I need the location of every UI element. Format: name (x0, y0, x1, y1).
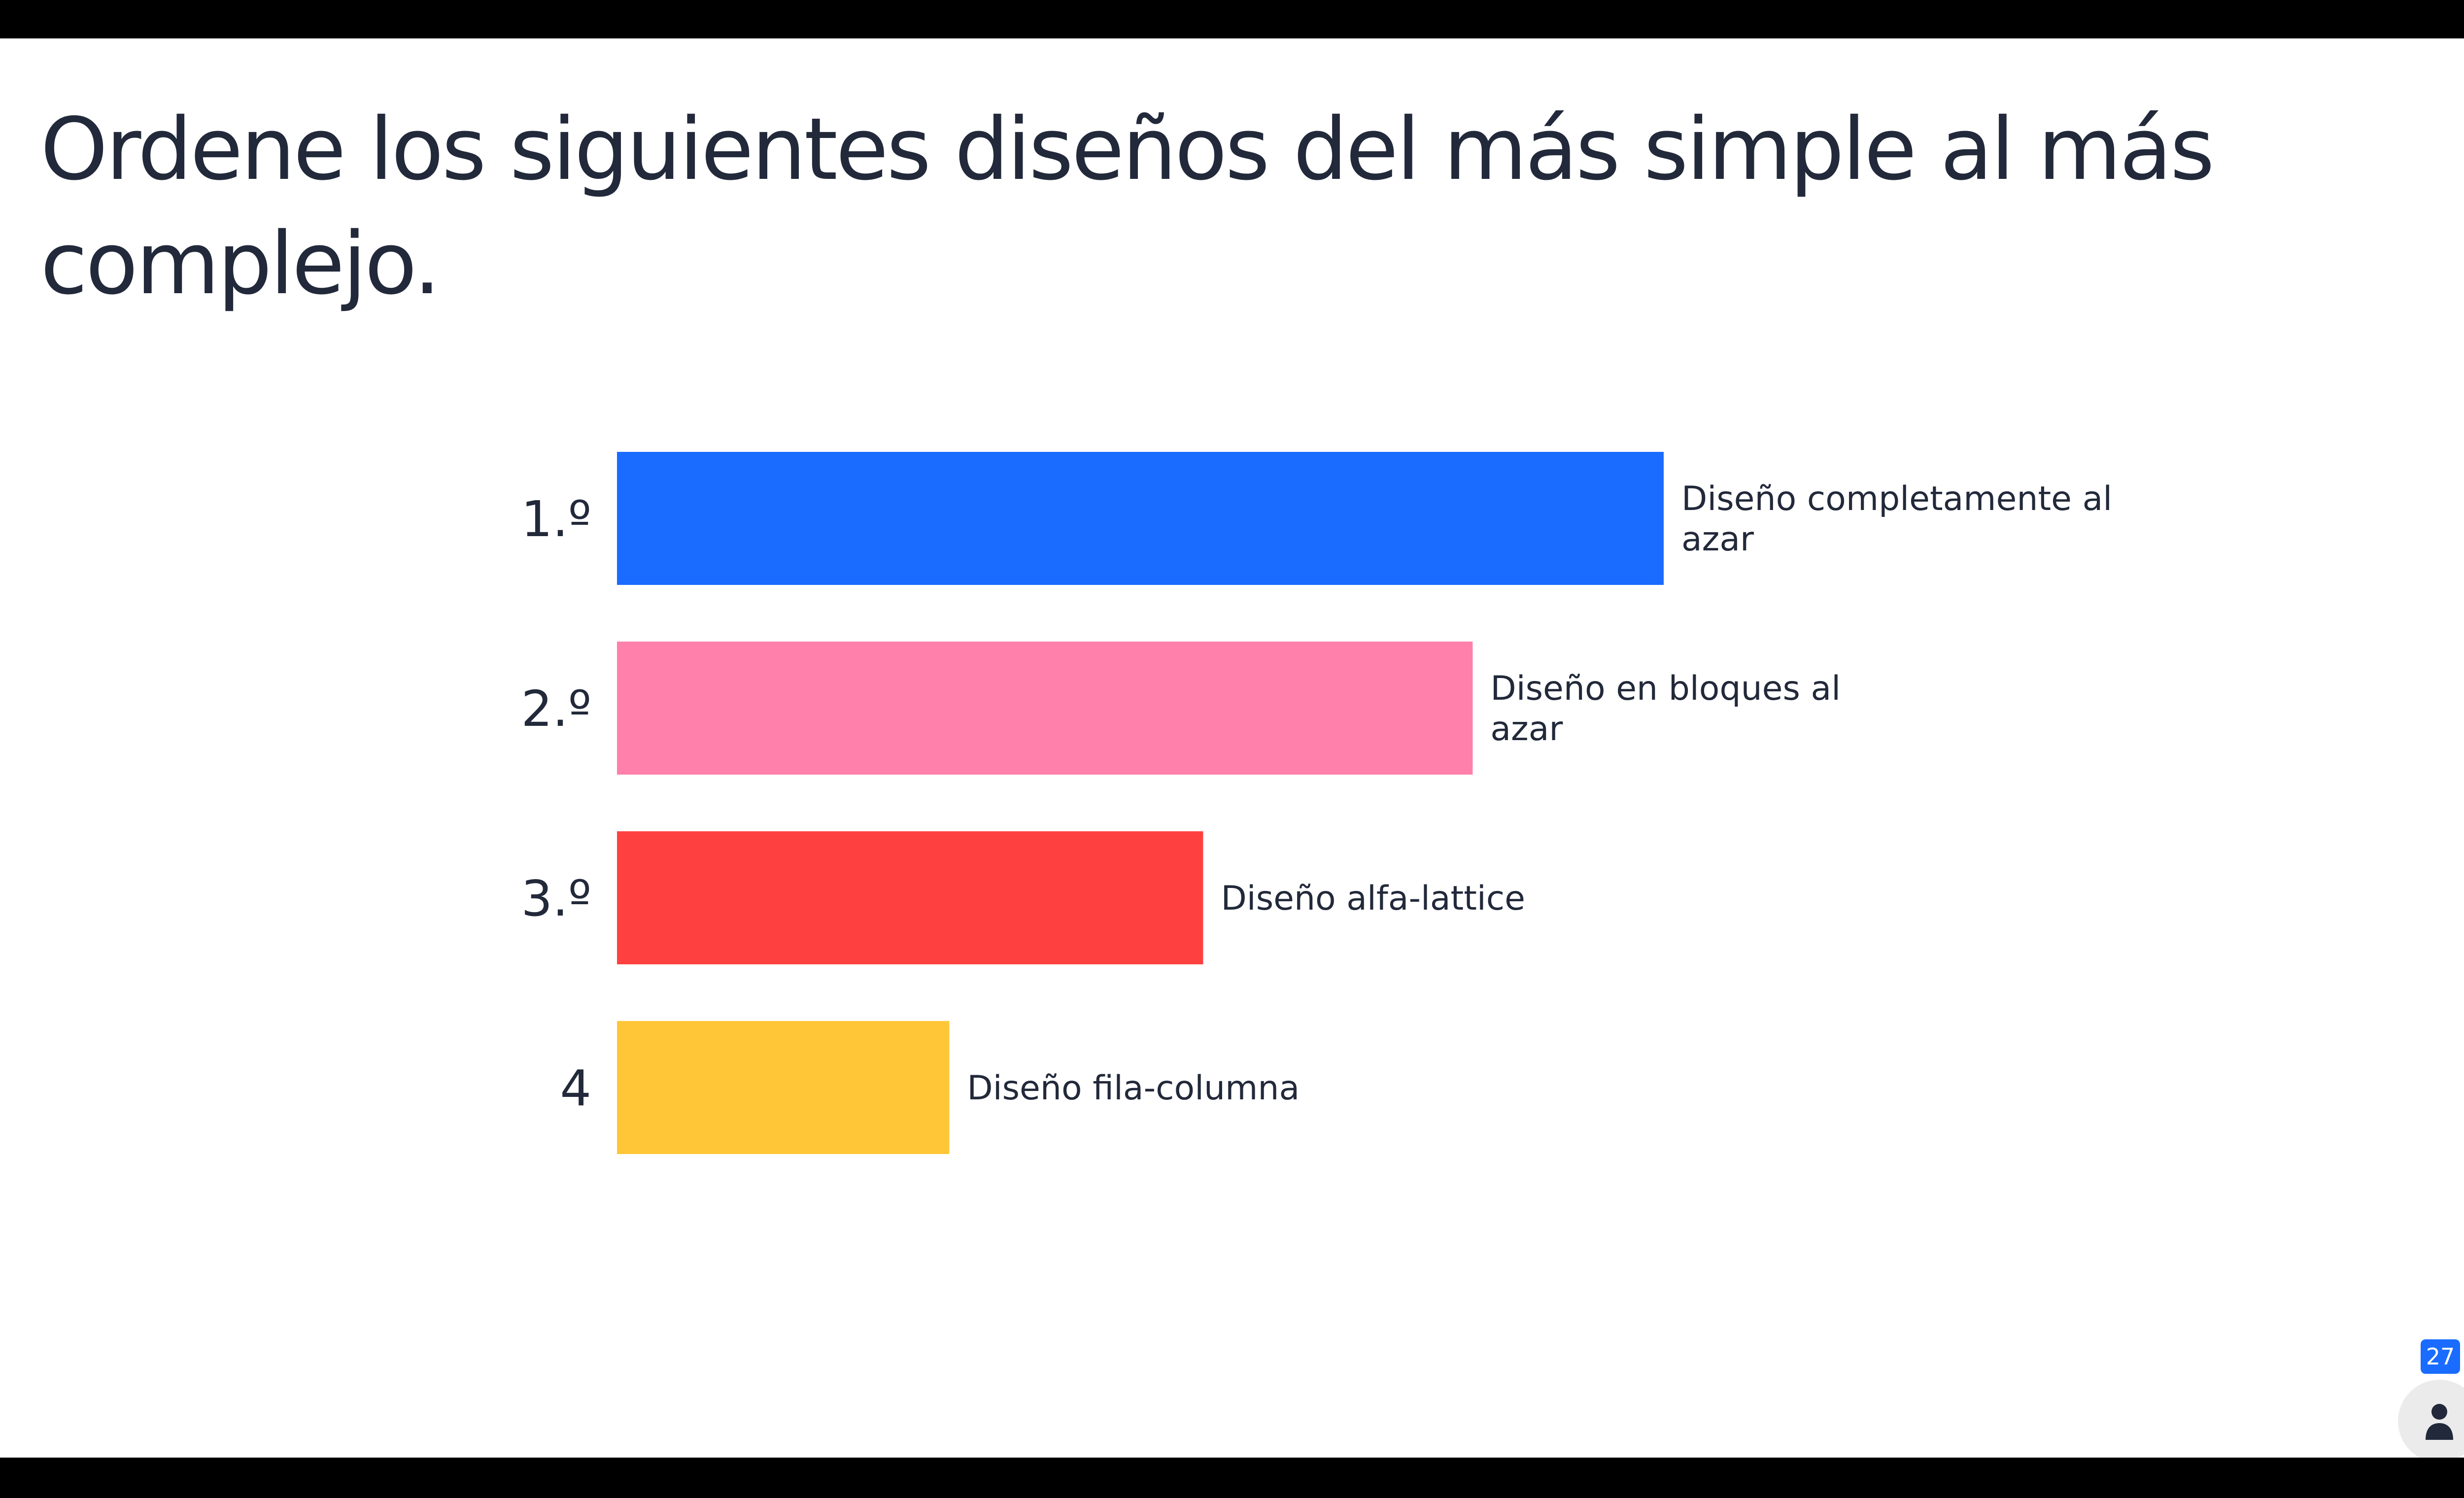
participant-count-badge: 27 (2421, 1339, 2460, 1374)
bottom-black-bar (0, 1458, 2464, 1498)
slide: Ordene los siguientes diseños del más si… (0, 38, 2464, 1458)
top-black-bar (0, 0, 2464, 38)
bar-label-4: Diseño fila-columna (967, 1069, 1300, 1108)
rank-label-3: 3.º (521, 870, 591, 927)
bar-1 (617, 452, 1664, 585)
rank-label-2: 2.º (521, 680, 591, 738)
bar-label-2: Diseño en bloques al azar (1490, 669, 1841, 749)
slide-title: Ordene los siguientes diseños del más si… (40, 100, 2215, 314)
rank-label-1: 1.º (521, 490, 591, 548)
participants-indicator[interactable]: 27 (2398, 1339, 2464, 1458)
rank-label-4: 4 (560, 1059, 591, 1117)
person-icon (2426, 1404, 2453, 1440)
participants-button[interactable] (2398, 1380, 2464, 1458)
bar-label-3: Diseño alfa-lattice (1221, 879, 1525, 918)
bar-label-1: Diseño completamente al azar (1681, 479, 2112, 559)
ranking-bar-chart: 1.º Diseño completamente al azar 2.º Diseño … (521, 452, 2112, 1154)
bar-4 (617, 1021, 950, 1154)
bar-3 (617, 831, 1203, 964)
bar-2 (617, 642, 1473, 775)
